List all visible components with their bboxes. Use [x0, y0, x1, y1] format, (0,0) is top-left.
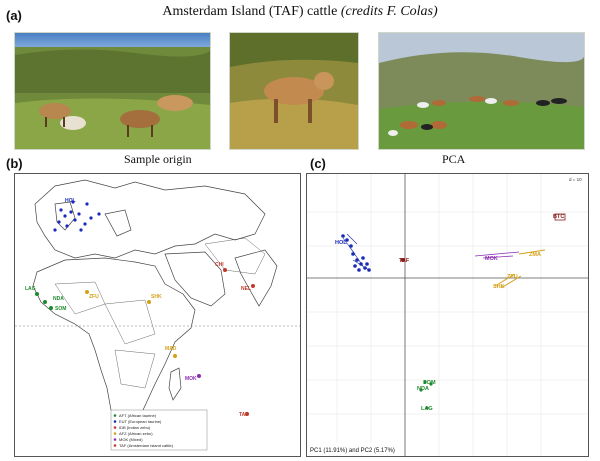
map-label-mok: MOK — [185, 376, 197, 382]
map-label-zfu: ZFU — [89, 294, 99, 300]
map-arabia — [164, 251, 226, 307]
map-sample-markers — [35, 200, 255, 416]
figure-title-main: Amsterdam Island (TAF) cattle — [162, 4, 338, 19]
map-region-labels: HOL CHI NEL ZFU SHK LAG NDA SOM MAD MOK TAF — [25, 198, 251, 418]
pca-label-zma: ZMA — [529, 252, 541, 258]
legend-swatch — [113, 426, 117, 429]
legend-entry: TAF (Amsterdam Island cattle) — [119, 443, 174, 448]
pca-label-lag: LAG — [421, 406, 433, 412]
map-label-hol: HOL — [65, 198, 76, 204]
panel-c-label: (c) — [310, 156, 326, 171]
pca-label-mok: MOK — [485, 256, 498, 262]
pca-label-som: SOM — [423, 380, 436, 386]
legend-entry: EUT (European taurine) — [119, 419, 162, 424]
photo-cattle-field-right — [378, 32, 585, 150]
pca-axis-caption: PC1 (11.91%) and PC2 (5.17%) — [310, 448, 395, 454]
legend-entry: AFZ (African zebu) — [119, 431, 153, 436]
caption-pca: PCA — [442, 152, 466, 166]
pca-label-hol: HOL — [335, 240, 347, 246]
pca-label-nda: NDA — [417, 386, 429, 392]
photo-cattle-calf-center — [229, 32, 359, 150]
legend-swatch — [113, 438, 117, 441]
pca-grid — [307, 174, 588, 456]
panel-a-label: (a) — [6, 8, 22, 23]
legend-swatch — [113, 420, 117, 423]
legend-entry: IDB (Indian zebu) — [119, 425, 151, 430]
legend-swatch — [113, 414, 117, 417]
map-label-shk: SHK — [151, 294, 162, 300]
map-label-taf: TAF — [239, 412, 248, 418]
map-label-mad: MAD — [165, 346, 177, 352]
panel-b-label: (b) — [6, 156, 23, 171]
caption-sample-origin: Sample origin — [124, 152, 192, 166]
map-europe — [34, 179, 266, 259]
map-label-nel: NEL — [241, 286, 251, 292]
legend-entry: AFT (African taurine) — [119, 413, 157, 418]
legend-swatch — [113, 432, 117, 435]
map-africa — [32, 257, 196, 427]
pca-points — [341, 213, 566, 410]
legend-swatch — [113, 444, 117, 447]
pca-label-taf: TAF — [399, 258, 410, 264]
legend-entry: MOK (Mixed) — [119, 437, 143, 442]
map-legend: AFT (African taurine)EUT (European tauri… — [110, 409, 208, 451]
map-madagascar — [168, 367, 182, 401]
pca-label-shk: SHK — [493, 284, 505, 290]
pca-label-btc: BTC — [553, 214, 564, 220]
pca-label-zfu: ZFU — [507, 274, 518, 280]
photo-cattle-herd-left — [14, 32, 211, 150]
map-label-lag: LAG — [25, 286, 36, 292]
pca-plot: HOL TAF MOK ZMA ZFU SHK BTC SOM NDA LAG d = 10 PC… — [306, 173, 589, 457]
map-india — [234, 249, 278, 307]
sample-origin-map: HOL CHI NEL ZFU SHK LAG NDA SOM MAD MOK TAF AFT (A… — [14, 173, 301, 457]
map-label-nda: NDA — [53, 296, 64, 302]
pca-scale-label: d = 10 — [569, 177, 582, 182]
figure-title: Amsterdam Island (TAF) cattle (credits F… — [0, 4, 600, 20]
map-label-chi: CHI — [215, 262, 224, 268]
figure-title-credit: (credits F. Colas) — [340, 4, 438, 19]
map-label-som: SOM — [55, 306, 66, 312]
